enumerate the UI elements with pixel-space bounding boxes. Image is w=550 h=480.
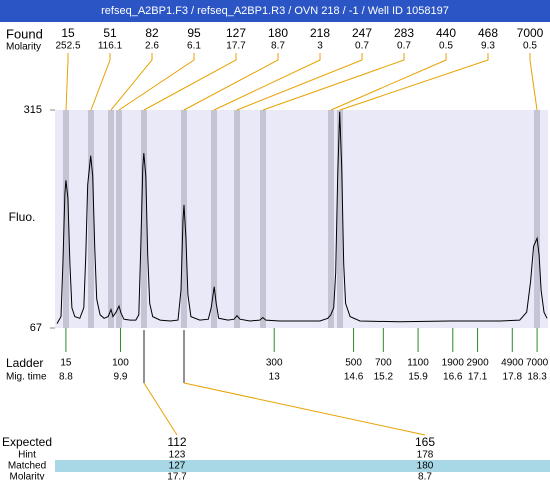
peak-band — [260, 110, 266, 328]
match-connector — [183, 382, 426, 436]
row-value: 8.7 — [418, 472, 432, 480]
row-value: 17.7 — [167, 472, 187, 480]
ladder-time: 18.3 — [527, 372, 547, 383]
peak-band — [88, 110, 94, 328]
ladder-time: 9.9 — [114, 372, 128, 383]
found-molarity: 0.7 — [397, 41, 411, 52]
row-value: 127 — [169, 461, 186, 472]
peak-band — [141, 110, 147, 328]
found-molarity: 0.5 — [439, 41, 453, 52]
molarity-label: Molarity — [6, 42, 41, 53]
found-size: 51 — [103, 26, 117, 40]
found-size: 95 — [187, 26, 201, 40]
row-label: Molarity — [9, 472, 44, 480]
peak-connector — [213, 53, 321, 111]
found-molarity: 0.7 — [355, 41, 369, 52]
ladder-time: 17.8 — [503, 372, 523, 383]
peak-connector — [330, 53, 447, 111]
ladder-time: 15.2 — [374, 372, 394, 383]
y-tick-label: 67 — [30, 322, 42, 334]
peak-band — [211, 110, 217, 328]
found-label: Found — [6, 26, 43, 41]
found-molarity: 6.1 — [187, 41, 201, 52]
row-value: 123 — [169, 450, 186, 461]
ladder-label: Ladder — [6, 356, 43, 370]
plot-area — [55, 110, 548, 328]
found-size: 283 — [394, 26, 414, 40]
peak-connector — [65, 53, 69, 111]
title-bar — [0, 0, 550, 22]
row-value: 165 — [415, 435, 435, 449]
peak-band — [181, 110, 187, 328]
found-size: 82 — [145, 26, 159, 40]
peak-connector — [529, 53, 538, 111]
ladder-time: 14.6 — [344, 372, 364, 383]
found-size: 247 — [352, 26, 372, 40]
ladder-time: 15.9 — [408, 372, 428, 383]
y-tick-label: 315 — [24, 104, 42, 116]
row-label: Expected — [2, 435, 52, 449]
found-molarity: 8.7 — [271, 41, 285, 52]
peak-connector — [262, 53, 405, 111]
trace — [56, 111, 548, 324]
ladder-size: 7000 — [526, 358, 549, 369]
row-value: 178 — [417, 450, 434, 461]
ladder-size: 700 — [375, 358, 392, 369]
peak-band — [337, 110, 343, 328]
peak-connector — [236, 53, 363, 111]
row-label: Matched — [8, 461, 46, 472]
peak-band — [63, 110, 69, 328]
found-size: 440 — [436, 26, 456, 40]
matched-row-band — [55, 460, 550, 472]
mig-time-label: Mig. time — [6, 372, 47, 383]
found-size: 127 — [226, 26, 246, 40]
ladder-size: 2900 — [466, 358, 489, 369]
ladder-time: 13 — [269, 372, 281, 383]
ladder-size: 15 — [60, 358, 72, 369]
found-size: 7000 — [517, 26, 544, 40]
found-molarity: 2.6 — [145, 41, 159, 52]
peak-connector — [183, 53, 279, 111]
peak-connector — [110, 53, 153, 111]
row-value: 112 — [167, 435, 186, 449]
peak-connector — [143, 53, 237, 111]
found-molarity: 116.1 — [98, 41, 123, 52]
row-label: Hint — [18, 450, 36, 461]
ladder-time: 16.6 — [443, 372, 463, 383]
match-connector — [143, 382, 178, 436]
ladder-time: 8.8 — [59, 372, 73, 383]
peak-connector — [339, 53, 489, 111]
found-size: 468 — [478, 26, 498, 40]
ladder-size: 100 — [112, 358, 129, 369]
title: refseq_A2BP1.F3 / refseq_A2BP1.R3 / OVN … — [101, 5, 449, 17]
found-molarity: 17.7 — [226, 41, 246, 52]
peak-band — [328, 110, 334, 328]
peak-connector — [90, 53, 111, 111]
ladder-size: 4900 — [501, 358, 524, 369]
found-molarity: 3 — [317, 41, 323, 52]
ladder-size: 1900 — [442, 358, 465, 369]
found-molarity: 9.3 — [481, 41, 495, 52]
found-molarity: 252.5 — [55, 41, 80, 52]
peak-connector — [118, 53, 195, 111]
found-size: 180 — [268, 26, 288, 40]
peak-band — [116, 110, 122, 328]
ladder-size: 300 — [266, 358, 283, 369]
found-molarity: 0.5 — [523, 41, 537, 52]
y-axis-label: Fluo. — [9, 210, 36, 224]
ladder-size: 500 — [345, 358, 362, 369]
found-size: 218 — [310, 26, 330, 40]
found-size: 15 — [61, 26, 75, 40]
peak-band — [534, 110, 540, 328]
peak-band — [108, 110, 114, 328]
row-value: 180 — [417, 461, 434, 472]
peak-band — [234, 110, 240, 328]
ladder-time: 17.1 — [468, 372, 488, 383]
ladder-size: 1100 — [407, 358, 429, 369]
